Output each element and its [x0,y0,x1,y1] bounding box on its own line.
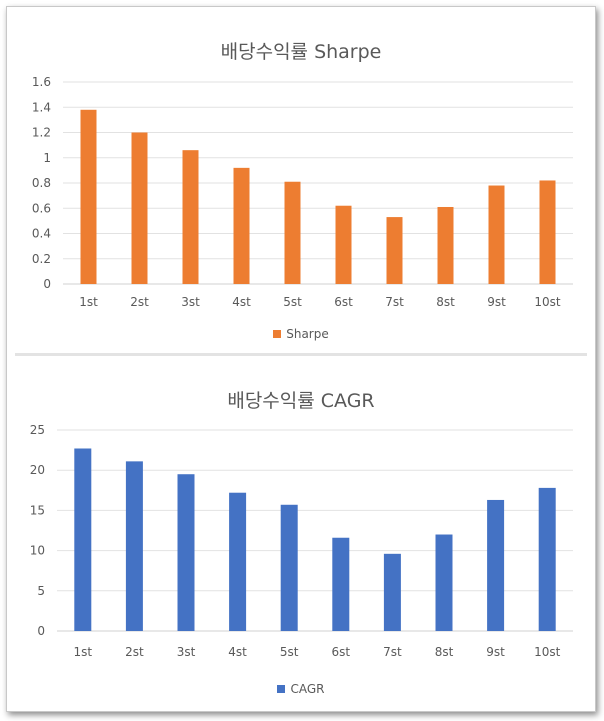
bar-3st [182,150,199,284]
sharpe-plot-area: 0 0.2 0.4 0.6 0.8 1 1.2 1.4 1.6 1st 2st 3st 4st 5st 6s… [32,75,573,309]
chart-title: 배당수익률 Sharpe [220,41,382,63]
bar-8st [435,534,453,631]
y-tick-label: 10 [30,544,45,558]
x-tick-label: 1st [74,645,93,659]
y-tick-label: 0.8 [32,176,51,190]
y-tick-label: 0 [37,624,45,638]
y-tick-label: 0 [43,277,51,291]
y-tick-label: 0.4 [32,227,51,241]
bar-1st [74,448,92,631]
bar-9st [488,185,505,284]
bar-5st [280,504,298,631]
bar-7st [383,553,401,631]
bar-4st [233,167,250,284]
legend-swatch [277,685,286,693]
x-tick-label: 6st [332,645,351,659]
y-tick-label: 15 [30,503,45,517]
bar-9st [487,499,505,631]
bar-2st [131,132,148,284]
x-tick-label: 2st [125,645,144,659]
x-tick-label: 4st [228,645,247,659]
y-tick-label: 0.6 [32,201,51,215]
bar-10st [538,487,556,631]
x-tick-label: 7st [385,295,404,309]
x-tick-label: 9st [486,645,505,659]
bar-10st [539,180,556,284]
y-tick-label: 1.2 [32,126,51,140]
bar-8st [437,206,454,284]
chart-divider [15,353,587,356]
legend-label: CAGR [290,682,325,696]
bar-6st [332,537,350,631]
bar-7st [386,217,403,284]
x-tick-label: 8st [436,295,455,309]
y-tick-label: 5 [37,584,45,598]
x-tick-label: 7st [383,645,402,659]
bar-3st [177,474,195,631]
chart-title: 배당수익률 CAGR [227,390,375,412]
x-tick-label: 5st [283,295,302,309]
x-tick-label: 4st [232,295,251,309]
x-tick-label: 3st [177,645,196,659]
x-tick-label: 10st [534,295,561,309]
y-tick-label: 1.4 [32,100,51,114]
legend-label: Sharpe [286,327,329,341]
bar-2st [125,461,143,631]
sharpe-chart: 배당수익률 Sharpe 0 0.2 0.4 0.6 0.8 1 1.2 1.4 1.6 1st 2… [7,7,595,351]
x-tick-label: 3st [181,295,200,309]
y-tick-label: 1.6 [32,75,51,89]
legend-swatch [273,330,282,338]
bar-6st [335,205,352,284]
bar-1st [80,109,97,285]
cagr-plot-area: 0 5 10 15 20 25 1st 2st 3st 4st 5st 6st 7st 8st 9st 10s… [30,423,573,659]
bar-5st [284,181,301,284]
y-tick-label: 0.2 [32,252,51,266]
x-tick-label: 2st [130,295,149,309]
x-tick-label: 8st [435,645,454,659]
x-tick-label: 10st [534,645,561,659]
x-tick-label: 9st [487,295,506,309]
y-tick-label: 25 [30,423,45,437]
x-tick-label: 5st [280,645,299,659]
cagr-chart: 배당수익률 CAGR 0 5 10 15 20 25 1st 2st 3st 4st 5st 6st 7… [7,359,595,711]
x-tick-label: 1st [79,295,98,309]
x-tick-label: 6st [334,295,353,309]
bar-4st [229,492,247,631]
y-tick-label: 20 [30,463,45,477]
chart-legend: CAGR [7,682,595,696]
chart-frame: 배당수익률 Sharpe 0 0.2 0.4 0.6 0.8 1 1.2 1.4 1.6 1st 2… [6,6,596,712]
y-tick-label: 1 [43,151,51,165]
chart-legend: Sharpe [7,327,595,341]
